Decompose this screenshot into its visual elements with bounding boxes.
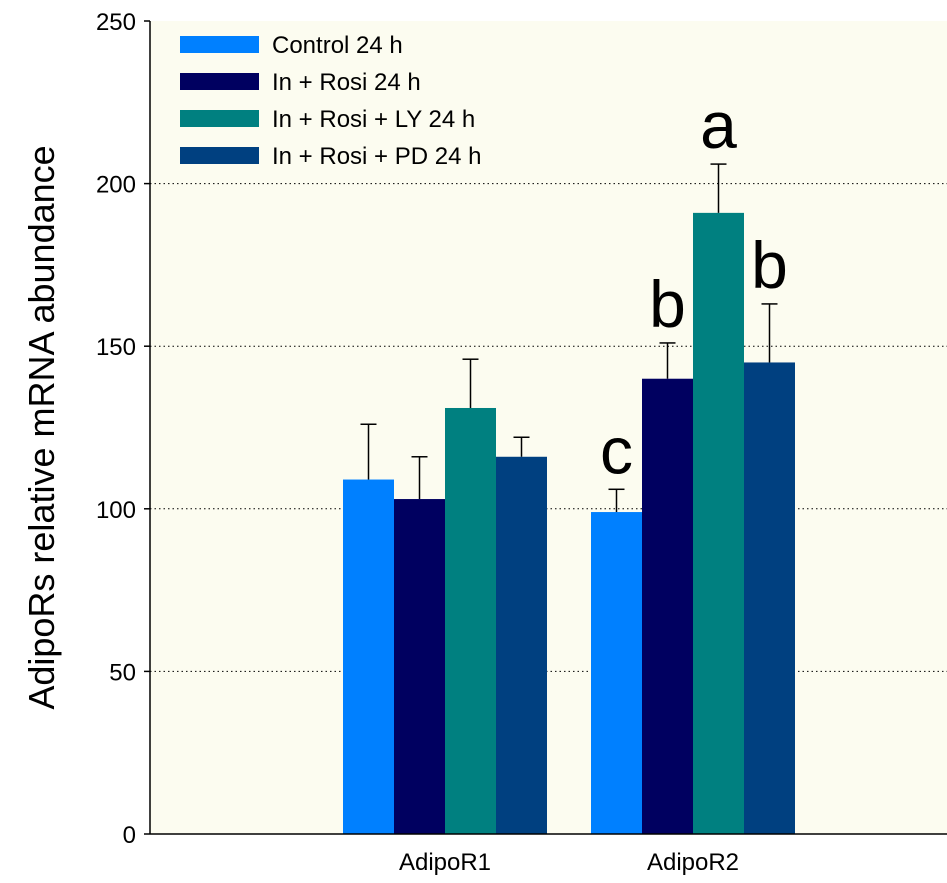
y-axis: 0 50 100 150 200 250 bbox=[96, 9, 151, 849]
bar bbox=[445, 407, 496, 834]
bar bbox=[642, 378, 693, 834]
bar bbox=[343, 479, 394, 834]
y-axis-title: AdipoRs relative mRNA abundance bbox=[21, 145, 62, 709]
bars bbox=[343, 212, 795, 835]
y-tick-label: 250 bbox=[96, 9, 136, 36]
legend-swatch bbox=[180, 36, 259, 53]
bar bbox=[591, 512, 642, 834]
y-tick-label: 100 bbox=[96, 497, 136, 524]
plot-background bbox=[150, 21, 947, 834]
bar bbox=[693, 212, 744, 835]
legend-swatch bbox=[180, 110, 259, 127]
bar bbox=[744, 362, 795, 834]
y-tick-label: 200 bbox=[96, 172, 136, 199]
significance-letter: a bbox=[700, 88, 737, 162]
y-tick-label: 150 bbox=[96, 334, 136, 361]
significance-letter: b bbox=[751, 228, 788, 302]
legend-item: In + Rosi 24 h bbox=[180, 69, 421, 96]
legend-swatch bbox=[180, 147, 259, 164]
significance-letter: c bbox=[600, 413, 633, 487]
legend-item: Control 24 h bbox=[180, 32, 403, 59]
legend-swatch bbox=[180, 73, 259, 90]
x-tick-label: AdipoR1 bbox=[399, 849, 491, 876]
x-tick-label: AdipoR2 bbox=[647, 849, 739, 876]
legend-label: In + Rosi + PD 24 h bbox=[272, 143, 481, 170]
legend-label: In + Rosi + LY 24 h bbox=[272, 106, 475, 133]
significance-letter: b bbox=[649, 267, 686, 341]
legend-item: In + Rosi + PD 24 h bbox=[180, 143, 481, 170]
bar bbox=[394, 499, 445, 834]
legend-item: In + Rosi + LY 24 h bbox=[180, 106, 475, 133]
legend-label: In + Rosi 24 h bbox=[272, 69, 421, 96]
error-bars bbox=[360, 163, 778, 513]
x-axis: AdipoR1 AdipoR2 bbox=[150, 833, 947, 876]
legend-label: Control 24 h bbox=[272, 32, 403, 59]
legend: Control 24 h In + Rosi 24 h In + Rosi + LY… bbox=[180, 32, 481, 170]
y-tick-label: 0 bbox=[123, 822, 136, 849]
y-tick-label: 50 bbox=[109, 659, 136, 686]
bar bbox=[496, 456, 547, 834]
